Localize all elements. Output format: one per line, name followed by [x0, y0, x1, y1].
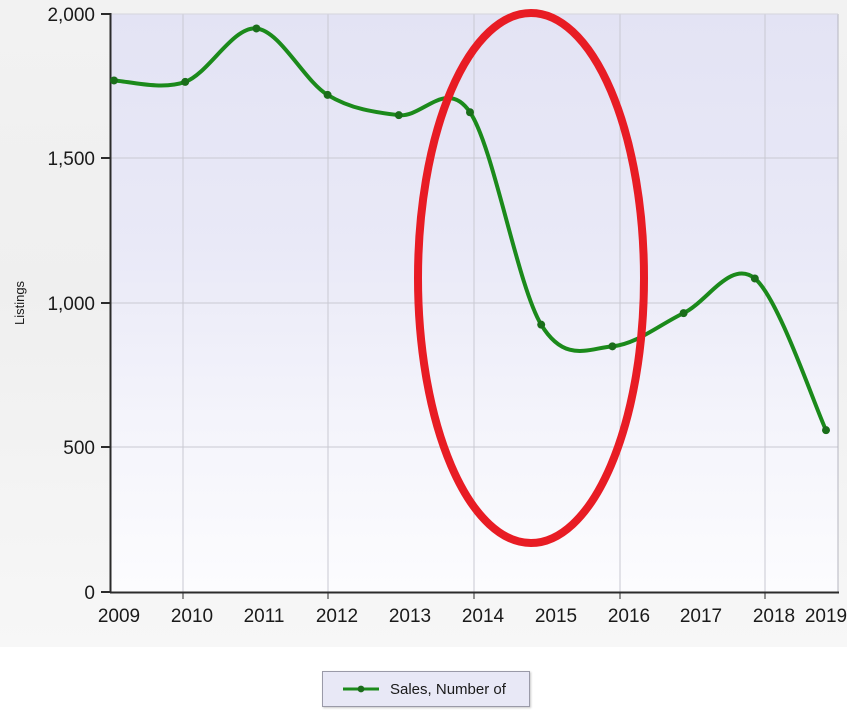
y-tick-label-0: 0 — [84, 583, 95, 604]
data-point-2009[interactable] — [110, 76, 118, 85]
y-tick-marks — [101, 13, 110, 593]
y-tick-label-1000: 1,000 — [47, 294, 95, 315]
legend-entry-sales-number-of[interactable]: Sales, Number of — [341, 681, 506, 698]
data-point-2019[interactable] — [822, 426, 830, 435]
x-tick-label-2009: 2009 — [98, 606, 140, 627]
series-markers[interactable] — [110, 24, 830, 435]
x-tick-label-2018: 2018 — [753, 606, 795, 627]
legend-label: Sales, Number of — [390, 680, 506, 698]
y-tick-label-500: 500 — [63, 438, 95, 459]
data-point-2013[interactable] — [394, 111, 403, 120]
vertical-gridlines — [182, 14, 766, 592]
data-point-2010[interactable] — [181, 77, 190, 86]
x-tick-label-2011: 2011 — [244, 606, 285, 627]
x-tick-label-2014: 2014 — [462, 606, 505, 627]
x-tick-label-2017: 2017 — [680, 606, 722, 627]
data-point-2012[interactable] — [323, 90, 332, 99]
y-tick-label-2000: 2,000 — [47, 5, 95, 26]
x-tick-label-2010: 2010 — [171, 606, 213, 627]
x-tick-label-2019: 2019 — [805, 606, 847, 627]
x-tick-marks — [182, 592, 766, 599]
y-tick-label-1500: 1,500 — [47, 149, 95, 170]
data-point-2017[interactable] — [679, 309, 688, 318]
data-point-2018[interactable] — [750, 274, 759, 283]
y-tick-labels: 2,000 1,500 1,000 500 0 — [47, 5, 95, 604]
x-tick-labels: 2009 2010 2011 2012 2013 2014 2015 2016 … — [98, 606, 847, 627]
legend-line-marker-icon — [341, 682, 381, 696]
x-tick-label-2012: 2012 — [316, 606, 358, 627]
x-tick-label-2015: 2015 — [535, 606, 577, 627]
series-line-sales-number-of[interactable] — [112, 26, 828, 433]
data-point-2015[interactable] — [537, 320, 546, 329]
y-axis-title: Listings — [12, 280, 27, 325]
x-tick-label-2016: 2016 — [608, 606, 650, 627]
x-tick-label-2013: 2013 — [389, 606, 431, 627]
data-point-2011[interactable] — [252, 24, 261, 33]
data-point-2016[interactable] — [608, 342, 617, 351]
red-highlight-ellipse — [414, 9, 648, 547]
chart-legend[interactable]: Sales, Number of — [322, 671, 530, 707]
data-point-2014[interactable] — [466, 108, 474, 117]
